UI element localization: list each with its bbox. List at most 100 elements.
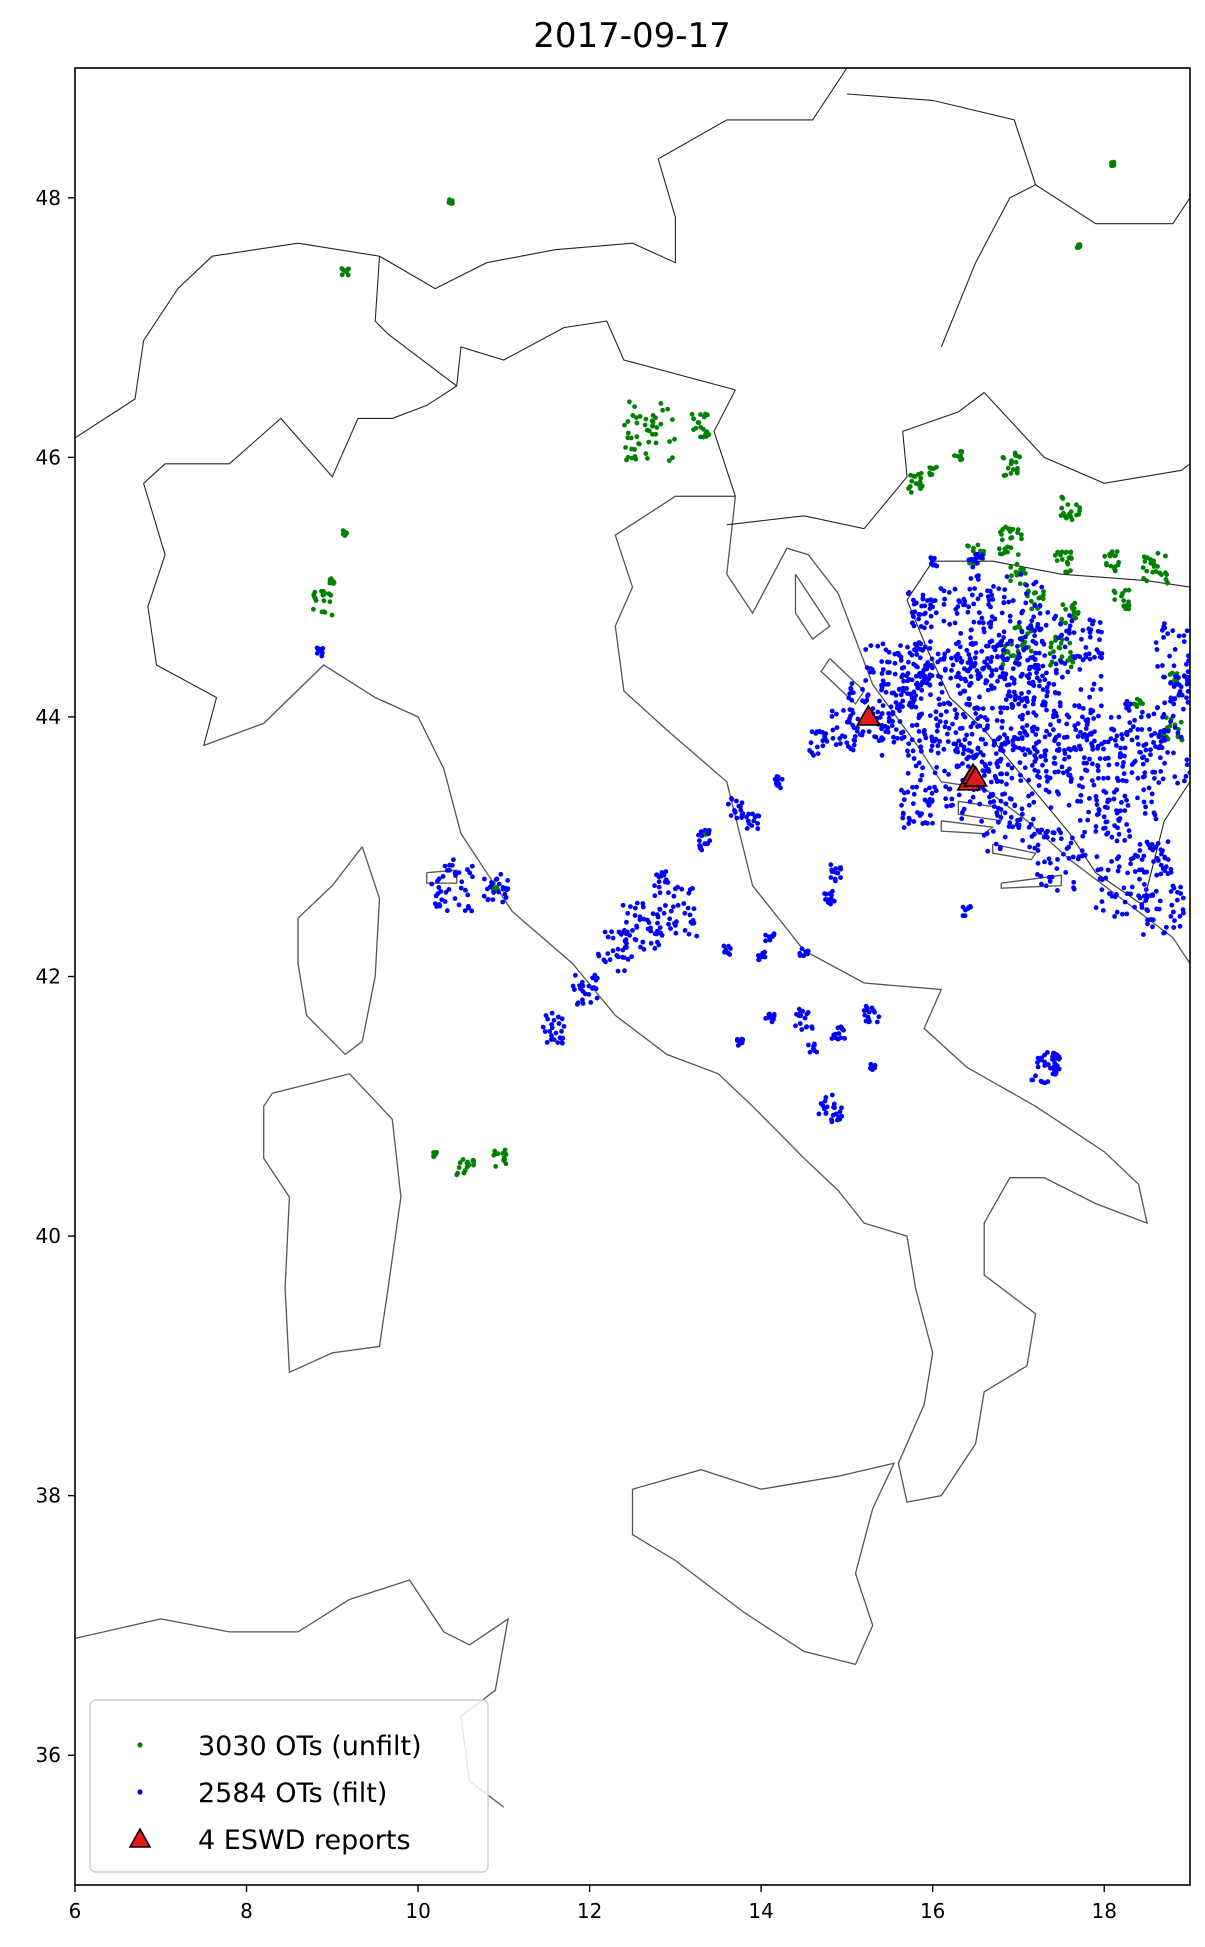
ot-filtered-point (1094, 854, 1100, 860)
ot-unfiltered-point (1014, 561, 1020, 567)
ot-filtered-point (671, 904, 676, 910)
ot-filtered-point (1042, 1063, 1048, 1068)
ot-filtered-point (905, 748, 910, 754)
ot-filtered-point (1071, 879, 1077, 885)
ot-filtered-point (1162, 700, 1168, 706)
ot-unfiltered-point (909, 478, 915, 484)
ot-unfiltered-point (637, 414, 643, 419)
ot-filtered-point (875, 709, 881, 715)
ot-unfiltered-point (1073, 615, 1079, 621)
ot-unfiltered-point (1065, 502, 1071, 507)
ot-filtered-point (1100, 908, 1106, 913)
country-border (456, 320, 736, 391)
ot-filtered-point (1049, 874, 1055, 880)
ot-filtered-point (1177, 913, 1183, 919)
ot-filtered-point (1001, 635, 1006, 640)
ot-filtered-point (560, 1035, 566, 1041)
ot-unfiltered-point (464, 1164, 470, 1170)
ot-filtered-point (609, 929, 614, 935)
ot-filtered-point (1181, 633, 1187, 638)
ot-filtered-point (1122, 808, 1128, 813)
ot-filtered-point (962, 598, 968, 604)
ot-filtered-point (955, 651, 961, 657)
ot-filtered-point (900, 688, 906, 694)
ot-filtered-point (1025, 699, 1030, 704)
ot-filtered-point (910, 801, 916, 807)
ot-filtered-point (1007, 820, 1013, 826)
ot-filtered-point (978, 736, 984, 742)
ot-filtered-point (815, 744, 820, 750)
ot-unfiltered-point (1069, 604, 1075, 610)
ot-unfiltered-point (1164, 580, 1170, 586)
ot-filtered-point (694, 933, 700, 939)
ot-filtered-point (750, 811, 755, 817)
ot-filtered-point (907, 817, 913, 823)
ot-filtered-point (1151, 859, 1156, 864)
ot-filtered-point (1091, 716, 1097, 721)
ot-filtered-point (1017, 745, 1022, 751)
ot-filtered-point (839, 1113, 845, 1119)
ot-filtered-point (666, 890, 671, 896)
ot-filtered-point (1015, 736, 1021, 742)
ot-filtered-point (1158, 739, 1164, 744)
ot-filtered-point (806, 1042, 811, 1048)
ot-filtered-point (1080, 657, 1086, 663)
ot-filtered-point (697, 838, 702, 844)
ot-filtered-point (1170, 628, 1176, 634)
ot-filtered-point (1052, 755, 1057, 761)
country-border (1142, 600, 1190, 906)
ot-filtered-point (1178, 734, 1184, 740)
ot-unfiltered-point (650, 413, 656, 418)
ot-filtered-point (932, 770, 938, 776)
ot-filtered-point (726, 951, 731, 956)
ot-filtered-point (1105, 830, 1111, 836)
ot-filtered-point (593, 977, 599, 983)
ot-filtered-point (1070, 835, 1075, 841)
ot-filtered-point (1137, 867, 1142, 873)
ot-filtered-point (656, 879, 662, 885)
ot-filtered-point (964, 732, 969, 738)
ot-unfiltered-point (1148, 560, 1154, 566)
ot-filtered-point (927, 713, 933, 718)
ot-filtered-point (1116, 714, 1122, 720)
ot-filtered-point (967, 586, 973, 592)
ot-unfiltered-point (1059, 637, 1065, 642)
ot-unfiltered-point (339, 272, 345, 278)
ot-unfiltered-point (1112, 564, 1118, 570)
ot-filtered-point (969, 731, 975, 737)
ot-filtered-point (1020, 811, 1025, 817)
ot-filtered-point (933, 709, 939, 715)
ot-filtered-point (553, 1030, 559, 1036)
ot-filtered-point (482, 876, 487, 882)
ot-filtered-point (1001, 647, 1007, 653)
ot-filtered-point (1134, 735, 1140, 740)
ot-filtered-point (1008, 814, 1014, 820)
ot-filtered-point (927, 785, 932, 791)
ot-filtered-point (1179, 692, 1185, 698)
ot-filtered-point (1071, 654, 1076, 659)
ot-unfiltered-point (918, 475, 924, 481)
ot-filtered-point (555, 1040, 561, 1045)
ot-filtered-point (820, 743, 826, 749)
ot-filtered-point (1024, 582, 1029, 588)
ot-unfiltered-point (665, 406, 670, 412)
ot-filtered-point (1016, 651, 1022, 657)
ot-unfiltered-point (1123, 587, 1128, 593)
ot-filtered-point (745, 818, 751, 824)
ot-filtered-point (914, 681, 919, 687)
ot-filtered-point (1061, 851, 1066, 857)
ot-filtered-point (805, 948, 811, 954)
ot-filtered-point (1000, 748, 1006, 754)
ot-filtered-point (665, 880, 671, 885)
ot-filtered-point (721, 943, 727, 949)
ot-unfiltered-point (1104, 562, 1109, 568)
ot-unfiltered-point (1017, 581, 1023, 587)
ot-unfiltered-point (1057, 645, 1063, 651)
ot-filtered-point (925, 799, 930, 805)
ot-filtered-point (1006, 689, 1012, 695)
ot-filtered-point (559, 1028, 564, 1034)
ot-filtered-point (622, 968, 627, 974)
ot-filtered-point (911, 819, 917, 824)
ot-filtered-point (500, 899, 506, 905)
